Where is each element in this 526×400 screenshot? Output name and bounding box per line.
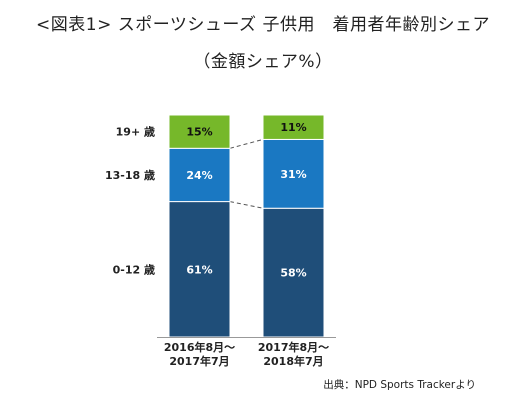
bar-segment-2-3 xyxy=(262,114,325,140)
data-label-2-1: 58% xyxy=(280,267,306,280)
connector-line-1 xyxy=(229,201,264,209)
data-label-1-3: 15% xyxy=(186,126,212,139)
bar-segment-1-3 xyxy=(168,114,231,149)
legend-label-3: 19+ 歳 xyxy=(116,125,155,139)
chart-title: <図表1> スポーツシューズ 子供用 着用者年齢別シェア xyxy=(36,15,490,35)
data-label-2-2: 31% xyxy=(280,168,306,181)
data-label-1-1: 61% xyxy=(186,263,212,276)
bar-segment-1-1 xyxy=(168,201,231,338)
data-label-2-3: 11% xyxy=(280,121,306,134)
source-note: 出典：NPD Sports Trackerより xyxy=(323,379,476,391)
legend-label-2: 13-18 歳 xyxy=(105,168,155,182)
connector-line-2 xyxy=(229,138,264,149)
category-label-1: 2016年8月～ 2017年7月 xyxy=(164,340,235,368)
bar-segment-1-2 xyxy=(168,147,231,203)
data-label-1-2: 24% xyxy=(186,169,212,182)
category-label-2: 2017年8月～ 2018年7月 xyxy=(258,340,329,368)
legend-label-1: 0-12 歳 xyxy=(113,262,155,276)
chart-subtitle: （金額シェア%） xyxy=(193,52,333,72)
